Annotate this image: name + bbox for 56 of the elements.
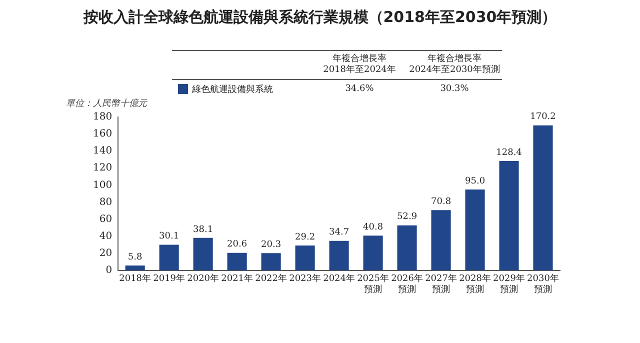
chart-title: 按收入計全球綠色航運設備與系統行業規模（2018年至2030年預測） <box>82 8 558 27</box>
text: 170.2 <box>530 112 556 122</box>
x-tick-label: 2021年 <box>221 273 254 284</box>
y-tick-label: 120 <box>92 162 112 174</box>
text: 30.1 <box>159 232 180 242</box>
x-tick-label: 2029年預測 <box>493 273 525 295</box>
bar <box>227 252 247 270</box>
x-tick-label: 2018年 <box>119 273 152 284</box>
y-tick-label: 60 <box>99 214 112 225</box>
text: 20.6 <box>227 240 248 250</box>
bar <box>261 253 281 270</box>
bar <box>397 225 417 270</box>
text: 年複合增長率 2018年至2024年 <box>322 54 397 76</box>
bar <box>533 125 553 270</box>
y-tick-label: 100 <box>92 180 112 191</box>
y-tick-label: 180 <box>92 112 112 123</box>
bar <box>363 236 383 270</box>
text: 30.3% <box>439 84 470 94</box>
x-tick-label: 2026年預測 <box>391 273 423 295</box>
bar <box>159 244 179 270</box>
x-tick-label: 2027年預測 <box>425 273 457 295</box>
y-tick-label: 0 <box>106 264 112 276</box>
text: 29.2 <box>295 232 316 242</box>
text: 34.6% <box>344 84 375 94</box>
text: 20.3 <box>261 240 282 250</box>
bar <box>329 240 349 270</box>
text: 52.9 <box>397 212 418 222</box>
text: 128.4 <box>496 148 522 158</box>
bar <box>295 246 315 270</box>
x-tick-label: 2024年 <box>323 273 355 284</box>
bar <box>499 160 519 270</box>
text: 5.8 <box>128 252 142 262</box>
legend-label: 綠色航運設備與系統 <box>192 84 273 96</box>
text: 年複合增長率 2024年至2030年預測 <box>408 54 501 76</box>
bar <box>193 238 213 270</box>
y-tick-label: 40 <box>99 230 112 242</box>
x-tick-label: 2028年預測 <box>459 273 491 295</box>
y-tick-label: 160 <box>92 128 112 140</box>
x-tick-label: 2020年 <box>187 273 220 284</box>
x-tick-label: 2019年 <box>153 273 186 284</box>
y-tick-label: 80 <box>99 196 112 208</box>
bar <box>125 265 145 270</box>
text: 34.7 <box>329 228 350 238</box>
bar <box>431 210 451 270</box>
y-tick-label: 140 <box>92 146 112 157</box>
y-tick-label: 20 <box>99 248 112 259</box>
x-tick-label: 2022年 <box>255 273 288 284</box>
x-tick-label: 2030年預測 <box>527 273 559 295</box>
y-axis-title: 單位：人民幣十億元 <box>66 98 147 110</box>
bar <box>465 189 485 270</box>
text: 70.8 <box>431 196 452 207</box>
text: 95.0 <box>464 176 486 186</box>
text: 40.8 <box>363 222 384 232</box>
text: 38.1 <box>193 224 214 235</box>
x-tick-label: 2025年預測 <box>357 273 389 295</box>
x-tick-label: 2023年 <box>289 273 322 284</box>
